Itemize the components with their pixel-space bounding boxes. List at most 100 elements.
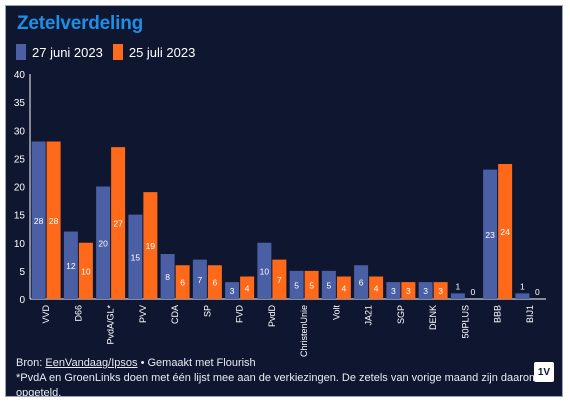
brand-logo: 1V xyxy=(534,362,554,382)
x-tick-label: PvdD xyxy=(267,305,277,328)
bar-1 xyxy=(354,265,369,299)
bar-1 xyxy=(257,242,272,299)
x-tick-label: BBB xyxy=(493,305,503,323)
legend-label-series-2: 25 juli 2023 xyxy=(128,44,196,60)
data-label: 6 xyxy=(213,278,218,288)
data-label: 7 xyxy=(198,275,203,285)
data-label: 4 xyxy=(342,283,347,293)
data-label: 20 xyxy=(98,238,108,248)
data-label: 19 xyxy=(146,241,156,251)
legend: 27 juni 2023 25 juli 2023 xyxy=(16,44,205,60)
data-label: 10 xyxy=(81,266,91,276)
bar-2 xyxy=(175,265,190,299)
y-tick-label: 35 xyxy=(14,98,26,109)
data-label: 24 xyxy=(500,227,510,237)
legend-item-series-1[interactable]: 27 juni 2023 xyxy=(16,44,103,60)
data-label: 5 xyxy=(294,280,299,290)
x-tick-label: SP xyxy=(202,305,212,317)
data-label: 23 xyxy=(485,230,495,240)
source-suffix: • Gemaakt met Flourish xyxy=(137,357,256,369)
x-tick-label: 50PLUS xyxy=(460,305,470,339)
bar-2 xyxy=(78,242,93,299)
footnote: *PvdA en GroenLinks doen met één lijst m… xyxy=(16,372,539,397)
data-label: 5 xyxy=(309,280,314,290)
chart-footer: Bron: EenVandaag/Ipsos • Gemaakt met Flo… xyxy=(16,356,562,397)
data-label: 1 xyxy=(456,281,461,291)
legend-label-series-1: 27 juni 2023 xyxy=(32,44,103,60)
bar-1 xyxy=(128,214,143,299)
data-label: 7 xyxy=(277,275,282,285)
x-tick-label: PvdA/GL* xyxy=(106,305,116,345)
data-label: 0 xyxy=(471,287,476,297)
legend-swatch-series-2 xyxy=(112,44,123,60)
bar-2 xyxy=(401,282,416,299)
bar-1 xyxy=(225,282,240,299)
data-label: 3 xyxy=(406,286,411,296)
bar-1 xyxy=(289,270,304,299)
x-tick-label: ChristenUnie xyxy=(299,305,309,357)
x-tick-label: FVD xyxy=(235,304,245,323)
bar-2 xyxy=(143,192,158,299)
y-tick-label: 40 xyxy=(14,70,26,81)
data-label: 3 xyxy=(230,286,235,296)
data-label: 3 xyxy=(438,286,443,296)
data-label: 0 xyxy=(535,287,540,297)
y-tick-label: 30 xyxy=(14,126,26,137)
bar-2 xyxy=(46,141,61,299)
x-tick-label: JA21 xyxy=(364,305,374,326)
chart-title: Zetelverdeling xyxy=(17,13,144,34)
x-tick-label: BIJ1 xyxy=(525,305,535,323)
y-tick-label: 0 xyxy=(19,295,25,306)
x-tick-label: D66 xyxy=(73,305,83,322)
source-prefix: Bron: xyxy=(16,357,46,369)
y-tick-label: 20 xyxy=(14,183,26,194)
bar-1 xyxy=(96,186,111,299)
data-label: 10 xyxy=(260,266,270,276)
bar-1 xyxy=(321,270,336,299)
data-label: 8 xyxy=(165,272,170,282)
bar-2 xyxy=(433,282,448,299)
data-label: 6 xyxy=(359,278,364,288)
data-label: 3 xyxy=(423,286,428,296)
legend-swatch-series-1 xyxy=(16,44,26,60)
bar-2 xyxy=(240,276,255,299)
data-label: 28 xyxy=(34,216,44,226)
data-label: 6 xyxy=(180,278,185,288)
data-label: 27 xyxy=(113,219,123,229)
x-tick-label: Volt xyxy=(331,305,341,321)
bar-2 xyxy=(272,259,287,299)
x-tick-label: VVD xyxy=(41,305,51,324)
bar-1 xyxy=(418,282,433,299)
bar-1 xyxy=(515,293,530,299)
bar-2 xyxy=(336,276,351,299)
data-label: 15 xyxy=(131,252,141,262)
data-label: 4 xyxy=(245,283,250,293)
data-label: 28 xyxy=(49,216,59,226)
source-line: Bron: EenVandaag/Ipsos • Gemaakt met Flo… xyxy=(16,356,562,371)
x-tick-label: SGP xyxy=(396,305,406,324)
bar-1 xyxy=(192,259,207,299)
bar-2 xyxy=(304,270,319,299)
bar-1 xyxy=(483,169,498,299)
x-tick-label: PVV xyxy=(138,305,148,323)
legend-item-series-2[interactable]: 25 juli 2023 xyxy=(112,44,196,60)
bar-1 xyxy=(63,231,78,299)
x-tick-label: DENK xyxy=(428,305,438,330)
y-tick-label: 25 xyxy=(14,154,26,165)
source-link[interactable]: EenVandaag/Ipsos xyxy=(45,357,138,369)
y-tick-label: 10 xyxy=(14,239,26,250)
data-label: 12 xyxy=(66,261,76,271)
bar-2 xyxy=(111,147,126,299)
data-label: 1 xyxy=(520,281,525,291)
bar-1 xyxy=(31,141,46,299)
bar-2 xyxy=(369,276,384,299)
bar-2 xyxy=(498,164,513,299)
bar-1 xyxy=(450,293,465,299)
bar-1 xyxy=(386,282,401,299)
chart-card: Zetelverdeling 27 juni 2023 25 juli 2023… xyxy=(5,5,563,397)
data-label: 5 xyxy=(327,280,332,290)
data-label: 3 xyxy=(391,286,396,296)
x-tick-label: CDA xyxy=(170,305,180,324)
data-label: 4 xyxy=(374,283,379,293)
